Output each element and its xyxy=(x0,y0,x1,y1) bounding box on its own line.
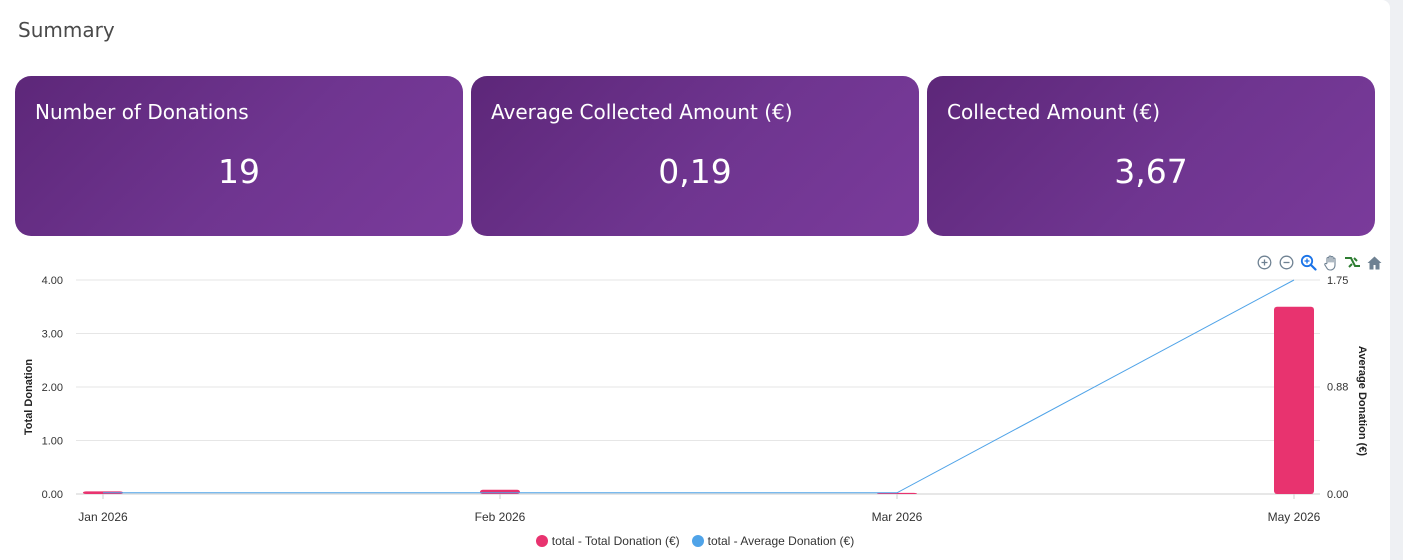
card-average-collected-amount: Average Collected Amount (€) 0,19 xyxy=(471,76,919,236)
y-tick-label: 1.00 xyxy=(42,436,63,448)
card-value: 19 xyxy=(218,152,260,191)
legend-item-total-donation[interactable]: total - Total Donation (€) xyxy=(535,534,680,548)
average-donation-line xyxy=(103,279,1295,494)
chart-svg: 0.00 1.00 2.00 3.00 4.00 0.00 0.88 1.75 Jan 2026… xyxy=(23,275,1368,524)
y-tick-label: 0.00 xyxy=(42,489,63,501)
legend-marker xyxy=(535,535,548,547)
legend-marker xyxy=(691,535,704,547)
card-number-of-donations: Number of Donations 19 xyxy=(15,76,463,236)
selection-zoom-icon[interactable] xyxy=(1300,254,1317,271)
y2-axis-title: Average Donation (€) xyxy=(1356,346,1368,457)
legend-item-average-donation[interactable]: total - Average Donation (€) xyxy=(691,534,855,548)
card-title: Collected Amount (€) xyxy=(947,100,1161,124)
y2-tick-label: 1.75 xyxy=(1327,275,1348,287)
y2-tick-label: 0.00 xyxy=(1327,489,1348,501)
axis-layer: 0.00 1.00 2.00 3.00 4.00 0.00 0.88 1.75 Jan 2026… xyxy=(23,275,1368,524)
home-icon[interactable] xyxy=(1366,254,1383,271)
x-tick-label: Mar 2026 xyxy=(872,510,923,524)
x-tick-label: Feb 2026 xyxy=(475,510,526,524)
donation-chart: 0.00 1.00 2.00 3.00 4.00 0.00 0.88 1.75 Jan 2026… xyxy=(0,250,1390,560)
y-axis-title: Total Donation xyxy=(23,359,35,435)
card-title: Number of Donations xyxy=(35,100,249,124)
bars-layer xyxy=(83,306,1314,494)
section-title: Summary xyxy=(18,18,115,42)
legend-label: total - Average Donation (€) xyxy=(707,534,855,548)
page-edge xyxy=(1390,0,1403,560)
chart-legend: total - Total Donation (€) total - Avera… xyxy=(0,534,1390,548)
x-tick-label: May 2026 xyxy=(1268,510,1321,524)
bar xyxy=(1274,306,1314,494)
zoom-in-icon[interactable] xyxy=(1256,254,1273,271)
card-value: 0,19 xyxy=(658,152,732,191)
x-tick-label: Jan 2026 xyxy=(78,510,128,524)
card-title: Average Collected Amount (€) xyxy=(491,100,793,124)
y-tick-label: 4.00 xyxy=(42,275,63,287)
y2-tick-label: 0.88 xyxy=(1327,381,1348,393)
line-layer xyxy=(103,279,1295,494)
bar xyxy=(480,489,520,494)
reset-zoom-icon[interactable] xyxy=(1344,254,1361,271)
y-tick-label: 2.00 xyxy=(42,382,63,394)
grid-layer xyxy=(76,279,1320,499)
y-tick-label: 3.00 xyxy=(42,329,63,341)
zoom-out-icon[interactable] xyxy=(1278,254,1295,271)
card-collected-amount: Collected Amount (€) 3,67 xyxy=(927,76,1375,236)
card-value: 3,67 xyxy=(1114,152,1188,191)
pan-hand-icon[interactable] xyxy=(1322,254,1339,271)
chart-toolbar xyxy=(1256,254,1383,271)
legend-label: total - Total Donation (€) xyxy=(551,534,680,548)
